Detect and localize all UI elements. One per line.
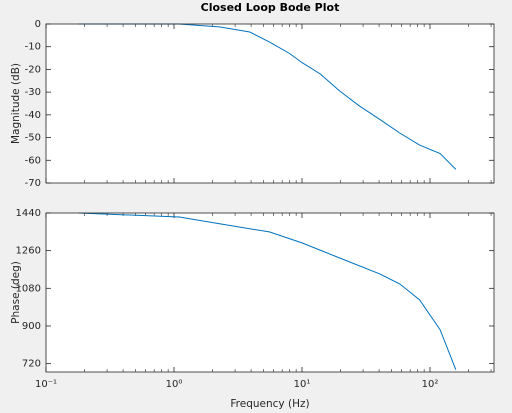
y-axis-label: Magnitude (dB) <box>10 63 22 144</box>
y-tick-label: -10 <box>25 42 41 53</box>
x-tick-label: 10¹ <box>294 379 311 390</box>
data-line <box>78 212 457 370</box>
x-axis-label: Frequency (Hz) <box>230 398 309 410</box>
axes-box <box>45 23 495 184</box>
data-line <box>78 23 457 170</box>
y-tick-label: -40 <box>25 110 41 121</box>
y-tick-label: 1440 <box>16 208 41 219</box>
axes-background <box>46 24 494 183</box>
y-tick-label: 900 <box>22 321 41 332</box>
x-tick-label: 10² <box>422 379 439 390</box>
y-tick-label: 720 <box>22 359 41 370</box>
y-tick-label: -20 <box>25 64 41 75</box>
y-tick-label: 1080 <box>16 283 41 294</box>
y-axis-label: Phase (deg) <box>10 261 22 324</box>
axes-box <box>45 212 495 373</box>
y-tick-label: -60 <box>25 155 41 166</box>
axes-background <box>46 213 494 372</box>
x-tick-label: 10⁰ <box>166 379 183 390</box>
y-tick-label: 1260 <box>16 246 41 257</box>
y-tick-label: -70 <box>25 178 41 189</box>
x-tick-label: 10⁻¹ <box>35 379 57 390</box>
y-tick-label: -50 <box>25 133 41 144</box>
y-tick-label: -30 <box>25 87 41 98</box>
chart-title: Closed Loop Bode Plot <box>201 1 340 14</box>
y-tick-label: 0 <box>35 19 41 30</box>
